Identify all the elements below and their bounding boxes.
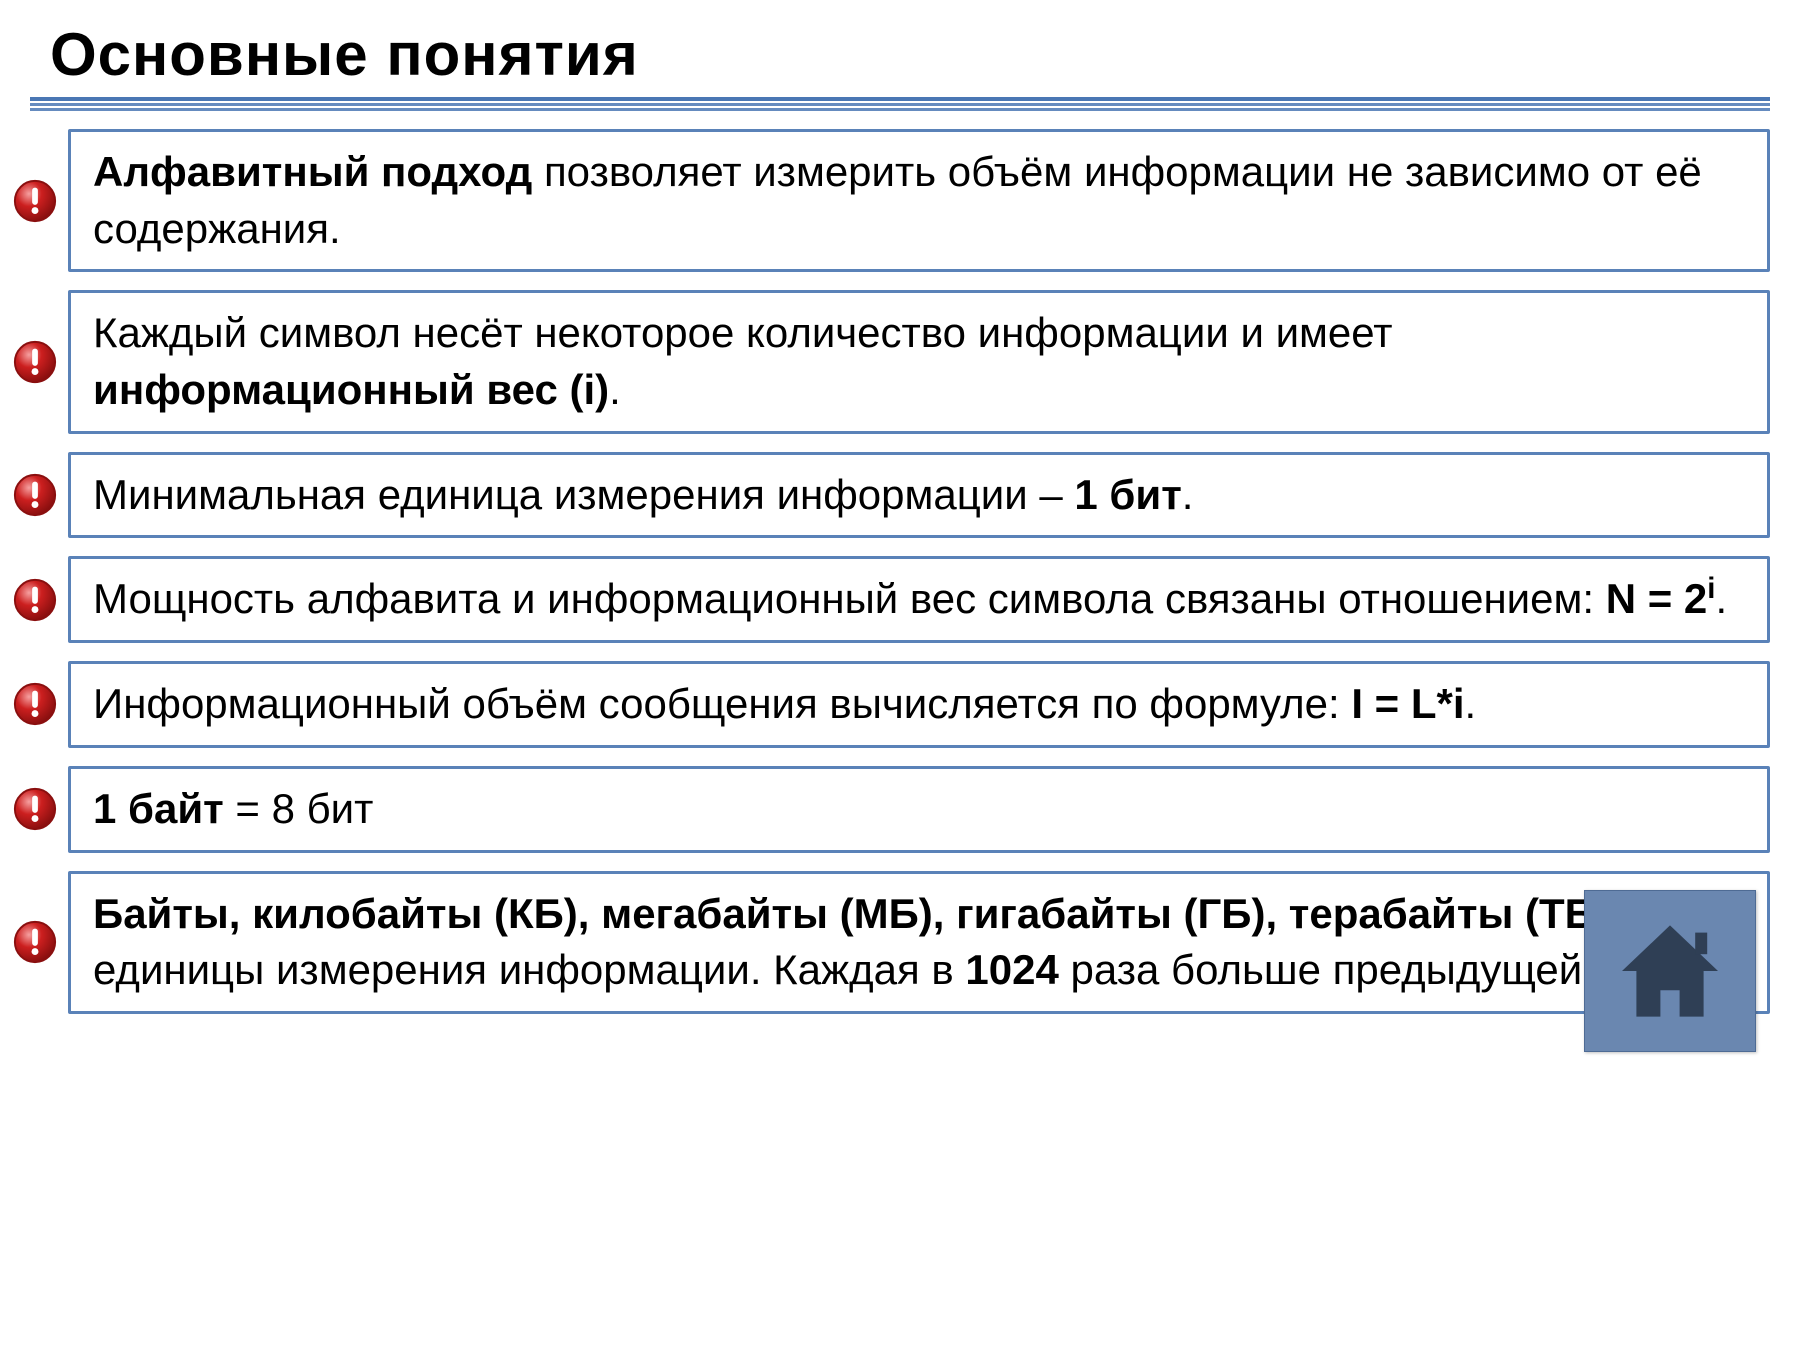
definition-row: Алфавитный подход позволяет измерить объ…: [30, 129, 1770, 272]
text-segment: I = L*i: [1351, 680, 1464, 727]
text-segment: Минимальная единица измерения информации…: [93, 471, 1074, 518]
text-segment: раза больше предыдущей.: [1059, 946, 1594, 993]
text-segment: .: [1465, 680, 1477, 727]
text-segment: 1024: [965, 946, 1058, 993]
alert-icon: [12, 577, 58, 623]
alert-icon: [12, 339, 58, 385]
alert-icon: [12, 472, 58, 518]
text-segment: .: [1182, 471, 1194, 518]
definition-row: Мощность алфавита и информационный вес с…: [30, 556, 1770, 643]
definition-row: Минимальная единица измерения информации…: [30, 452, 1770, 539]
definition-row: Каждый символ несёт некоторое количество…: [30, 290, 1770, 433]
text-segment: .: [609, 366, 621, 413]
alert-icon: [12, 178, 58, 224]
definition-box: Мощность алфавита и информационный вес с…: [68, 556, 1770, 643]
definition-box: Каждый символ несёт некоторое количество…: [68, 290, 1770, 433]
definition-box: Алфавитный подход позволяет измерить объ…: [68, 129, 1770, 272]
text-segment: Информационный объём сообщения вычисляет…: [93, 680, 1351, 727]
definition-row: 1 байт = 8 бит: [30, 766, 1770, 853]
definition-list: Алфавитный подход позволяет измерить объ…: [30, 129, 1770, 1014]
text-segment: 1 байт: [93, 785, 224, 832]
definition-box: Байты, килобайты (КБ), мегабайты (МБ), г…: [68, 871, 1770, 1014]
text-segment: Мощность алфавита и информационный вес с…: [93, 575, 1606, 622]
alert-icon: [12, 919, 58, 965]
text-segment: N = 2: [1606, 575, 1708, 622]
definition-row: Байты, килобайты (КБ), мегабайты (МБ), г…: [30, 871, 1770, 1014]
definition-box: 1 байт = 8 бит: [68, 766, 1770, 853]
text-segment: информационный вес (i): [93, 366, 609, 413]
definition-box: Минимальная единица измерения информации…: [68, 452, 1770, 539]
text-segment: = 8 бит: [224, 785, 374, 832]
alert-icon: [12, 681, 58, 727]
alert-icon: [12, 786, 58, 832]
page-title: Основные понятия: [50, 20, 1770, 89]
definition-row: Информационный объём сообщения вычисляет…: [30, 661, 1770, 748]
text-segment: Алфавитный подход: [93, 148, 544, 195]
home-icon: [1610, 911, 1730, 1031]
home-button[interactable]: [1584, 890, 1756, 1052]
text-segment: Байты, килобайты (КБ), мегабайты (МБ), г…: [93, 890, 1609, 937]
title-underline: [30, 97, 1770, 111]
text-segment: 1 бит: [1074, 471, 1181, 518]
slide-page: Основные понятия Алфавитный подход позво…: [0, 0, 1800, 1350]
text-segment: Каждый символ несёт некоторое количество…: [93, 309, 1392, 356]
definition-box: Информационный объём сообщения вычисляет…: [68, 661, 1770, 748]
text-segment: .: [1715, 575, 1727, 622]
